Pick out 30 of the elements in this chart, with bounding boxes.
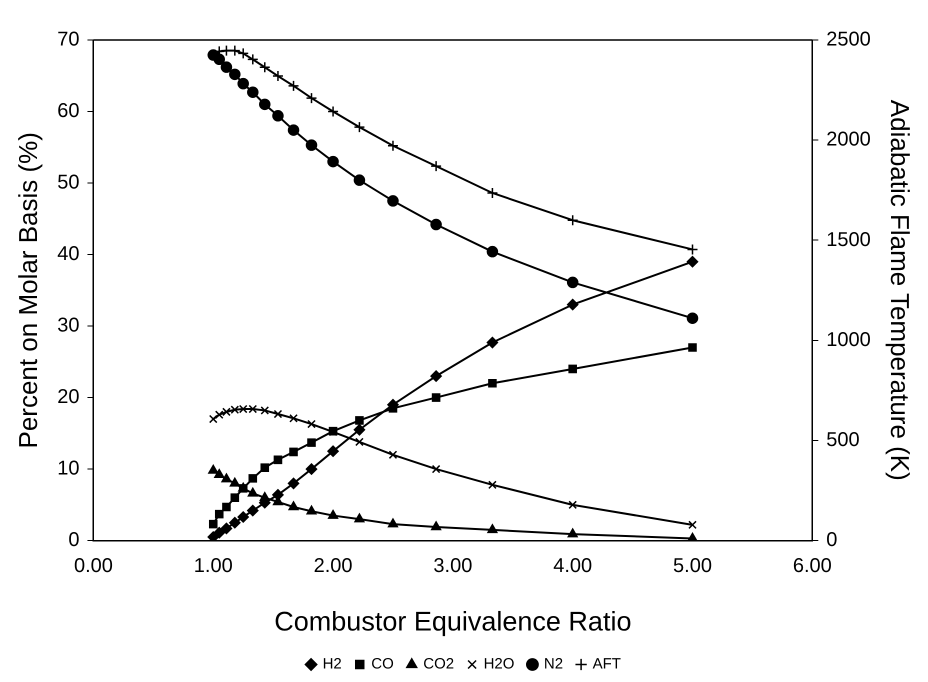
- y2-axis-title: Adiabatic Flame Temperature (K): [885, 100, 916, 481]
- y2-tick-label: 1500: [826, 228, 871, 251]
- y-tick-label: 20: [57, 386, 80, 408]
- y2-tick-label: 500: [826, 428, 860, 451]
- y2-tick-label: 2500: [826, 28, 871, 51]
- y-tick-label: 10: [57, 458, 80, 480]
- legend-label: H2O: [484, 656, 514, 673]
- x-tick-label: 0.00: [74, 555, 113, 578]
- y-tick-label: 50: [57, 172, 80, 194]
- y-tick-label: 0: [68, 529, 80, 552]
- x-tick-label: 3.00: [433, 555, 472, 578]
- y-tick-label: 70: [57, 28, 80, 51]
- y-tick-label: 60: [57, 100, 80, 122]
- y-tick-label: 30: [57, 314, 80, 337]
- legend-label: H2: [322, 656, 342, 673]
- legend-label: CO: [371, 656, 394, 673]
- y-tick-label: 40: [57, 243, 80, 266]
- x-tick-label: 6.00: [792, 555, 832, 578]
- y2-tick-label: 0: [826, 529, 838, 552]
- y2-tick-label: 1000: [826, 328, 871, 351]
- x-tick-label: 1.00: [194, 555, 233, 578]
- x-axis-title: Combustor Equivalence Ratio: [274, 606, 632, 636]
- legend-label: N2: [544, 656, 564, 673]
- x-tick-label: 2.00: [314, 555, 353, 578]
- y2-tick-label: 2000: [826, 128, 871, 151]
- legend-label: AFT: [592, 656, 621, 673]
- y-axis-title: Percent on Molar Basis (%): [12, 132, 43, 449]
- legend-label: CO2: [423, 656, 454, 673]
- x-tick-label: 4.00: [553, 555, 592, 578]
- x-tick-label: 5.00: [673, 555, 712, 578]
